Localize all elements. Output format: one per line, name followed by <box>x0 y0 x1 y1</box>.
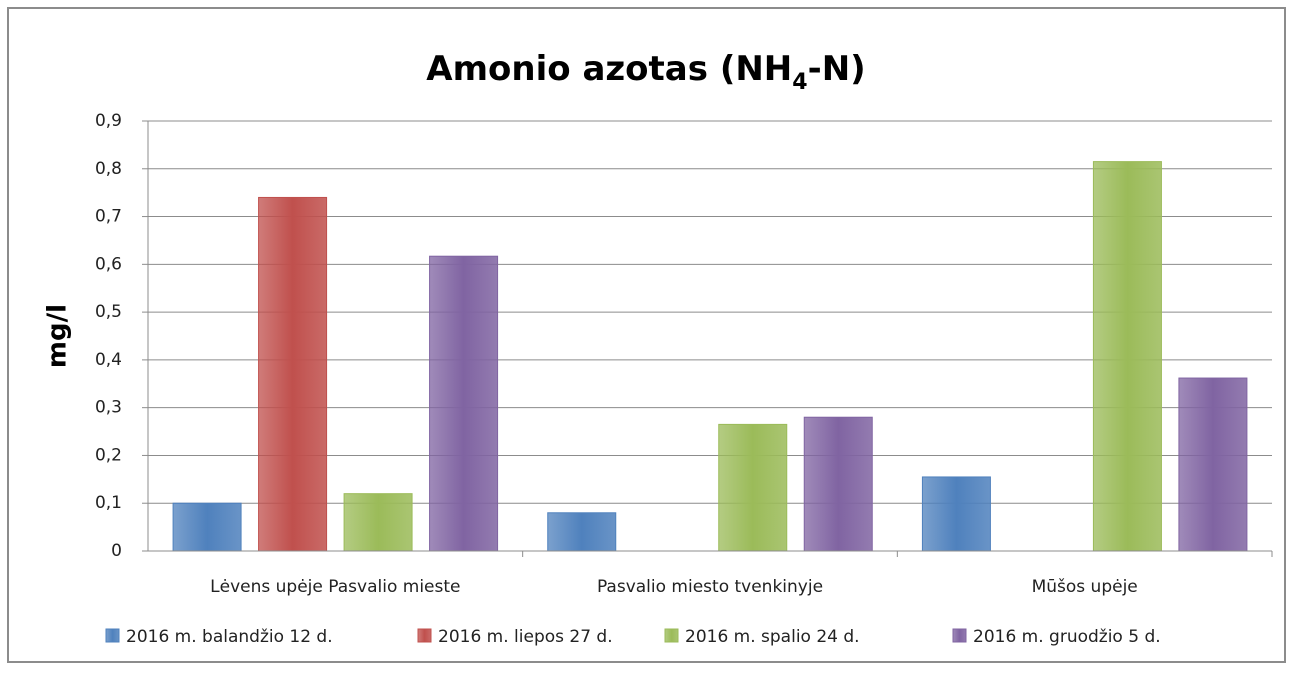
y-axis-label: mg/l <box>43 304 73 368</box>
title-text: -N) <box>808 49 866 89</box>
bar <box>258 196 328 552</box>
legend-label: 2016 m. balandžio 12 d. <box>126 627 333 647</box>
bar <box>172 502 242 552</box>
bar <box>1178 377 1248 552</box>
y-tick-label: 0,6 <box>95 254 122 274</box>
bar <box>718 423 788 552</box>
y-tick-label: 0,8 <box>95 159 122 179</box>
bar <box>429 255 499 552</box>
title-subscript: 4 <box>792 70 807 95</box>
legend-label: 2016 m. liepos 27 d. <box>438 627 613 647</box>
y-tick-label: 0,9 <box>95 111 122 131</box>
x-tick-label: Mūšos upėje <box>1032 577 1138 597</box>
y-tick-label: 0 <box>111 541 122 561</box>
y-tick-label: 0,7 <box>95 207 122 227</box>
title-text: Amonio azotas (NH <box>426 49 792 89</box>
x-tick-label: Pasvalio miesto tvenkinyje <box>597 577 823 597</box>
legend-swatch <box>952 628 967 643</box>
bar <box>343 493 413 552</box>
legend-label: 2016 m. gruodžio 5 d. <box>973 627 1161 647</box>
chart-frame <box>7 7 1286 663</box>
bar <box>1092 161 1162 552</box>
bar <box>547 512 617 552</box>
chart-title: Amonio azotas (NH4-N) <box>426 49 865 95</box>
legend-swatch <box>105 628 120 643</box>
y-tick-label: 0,5 <box>95 302 122 322</box>
y-tick-label: 0,3 <box>95 398 122 418</box>
bar <box>921 476 991 552</box>
bar <box>803 416 873 552</box>
legend-label: 2016 m. spalio 24 d. <box>685 627 860 647</box>
y-tick-label: 0,4 <box>95 350 122 370</box>
y-tick-label: 0,1 <box>95 493 122 513</box>
y-tick-label: 0,2 <box>95 445 122 465</box>
legend-swatch <box>664 628 679 643</box>
legend-swatch <box>417 628 432 643</box>
x-tick-label: Lėvens upėje Pasvalio mieste <box>210 577 460 597</box>
